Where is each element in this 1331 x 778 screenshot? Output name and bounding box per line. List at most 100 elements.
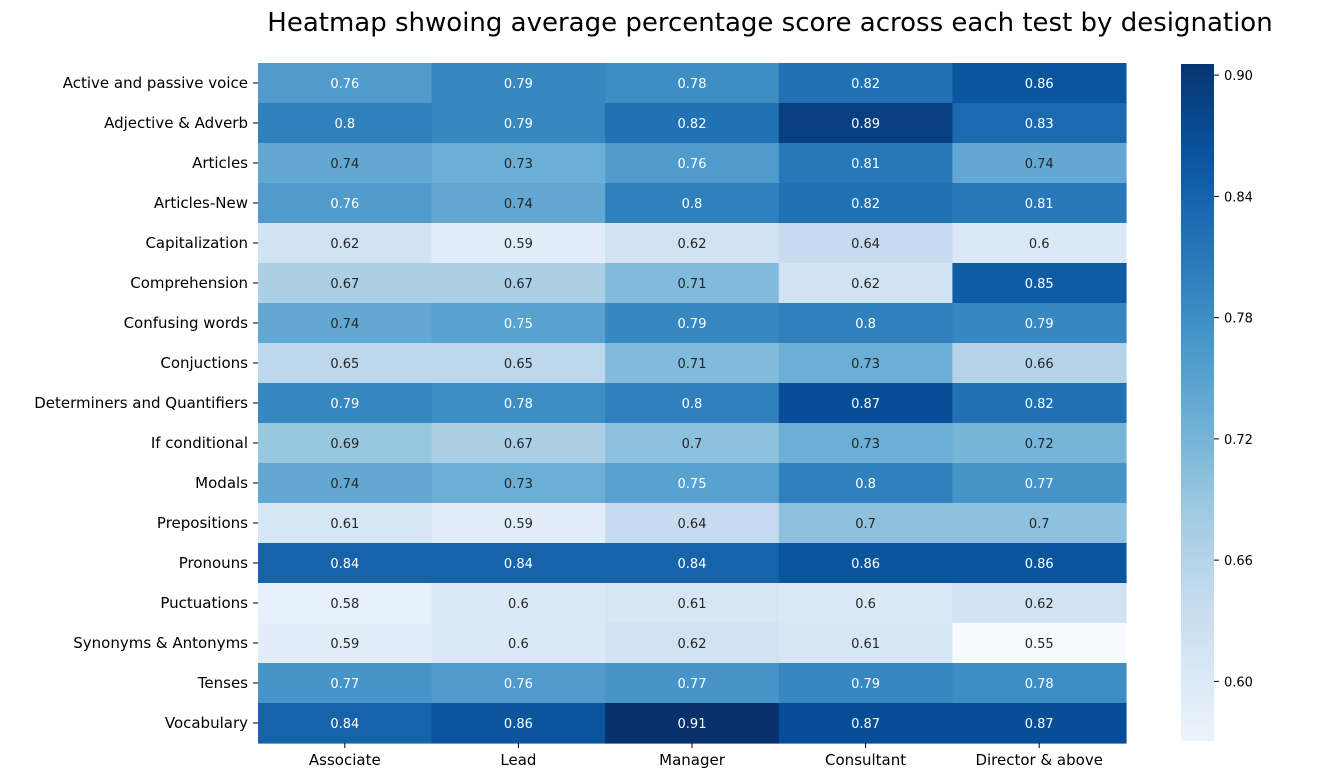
heatmap-cell	[605, 143, 780, 184]
cell-value-label: 0.87	[851, 717, 880, 732]
cell-value-label: 0.86	[851, 557, 880, 572]
heatmap-cell	[431, 503, 606, 544]
cell-value-label: 0.64	[851, 237, 880, 252]
heatmap-cell	[778, 423, 953, 464]
heatmap-cell	[258, 463, 433, 504]
heatmap-cell	[605, 503, 780, 544]
heatmap-cell	[605, 543, 780, 584]
heatmap-cell	[431, 703, 606, 744]
cell-value-label: 0.89	[851, 117, 880, 132]
heatmap-cell	[258, 543, 433, 584]
y-tick-label: Puctuations	[160, 594, 248, 612]
cell-value-label: 0.74	[330, 317, 359, 332]
colorbar-tick-label: 0.72	[1224, 433, 1253, 448]
heatmap-cells: 0.76 0.79 0.78 0.82 0.86 0.8 0.79 0.82 0.89 0.83 0…	[258, 63, 1127, 744]
heatmap-cell	[952, 183, 1127, 224]
cell-value-label: 0.75	[678, 477, 707, 492]
heatmap-cell	[952, 663, 1127, 704]
heatmap-cell	[605, 103, 780, 144]
cell-value-label: 0.7	[855, 517, 876, 532]
cell-value-label: 0.79	[851, 677, 880, 692]
heatmap-cell	[258, 183, 433, 224]
heatmap-cell	[778, 303, 953, 344]
heatmap-cell	[952, 423, 1127, 464]
heatmap-cell	[605, 383, 780, 424]
cell-value-label: 0.73	[851, 437, 880, 452]
cell-value-label: 0.6	[855, 597, 876, 612]
cell-value-label: 0.84	[330, 717, 359, 732]
x-tick-label: Consultant	[825, 751, 906, 769]
y-tick-label: Tenses	[197, 674, 248, 692]
heatmap-cell	[952, 263, 1127, 304]
cell-value-label: 0.74	[504, 197, 533, 212]
heatmap-cell	[952, 583, 1127, 624]
heatmap-cell	[431, 663, 606, 704]
heatmap-cell	[431, 303, 606, 344]
cell-value-label: 0.58	[330, 597, 359, 612]
cell-value-label: 0.77	[1025, 477, 1054, 492]
cell-value-label: 0.71	[678, 357, 707, 372]
heatmap-cell	[778, 143, 953, 184]
cell-value-label: 0.79	[504, 77, 533, 92]
cell-value-label: 0.82	[1025, 397, 1054, 412]
cell-value-label: 0.83	[1025, 117, 1054, 132]
heatmap-cell	[431, 223, 606, 264]
heatmap-cell	[952, 103, 1127, 144]
heatmap-cell	[605, 63, 780, 104]
cell-value-label: 0.76	[330, 77, 359, 92]
heatmap-cell	[605, 623, 780, 664]
cell-value-label: 0.78	[1025, 677, 1054, 692]
heatmap-cell	[952, 303, 1127, 344]
heatmap-cell	[431, 143, 606, 184]
cell-value-label: 0.91	[678, 717, 707, 732]
y-tick-label: If conditional	[151, 434, 248, 452]
heatmap-cell	[431, 343, 606, 384]
cell-value-label: 0.84	[678, 557, 707, 572]
heatmap-cell	[605, 703, 780, 744]
y-tick-label: Confusing words	[124, 314, 249, 332]
cell-value-label: 0.62	[678, 237, 707, 252]
cell-value-label: 0.82	[851, 77, 880, 92]
cell-value-label: 0.78	[678, 77, 707, 92]
cell-value-label: 0.71	[678, 277, 707, 292]
heatmap-cell	[431, 623, 606, 664]
heatmap-cell	[778, 463, 953, 504]
heatmap-cell	[605, 583, 780, 624]
y-tick-label: Prepositions	[157, 514, 248, 532]
heatmap-cell	[431, 463, 606, 504]
heatmap-cell	[605, 423, 780, 464]
heatmap-cell	[952, 623, 1127, 664]
heatmap-cell	[258, 103, 433, 144]
cell-value-label: 0.6	[508, 597, 529, 612]
cell-value-label: 0.8	[855, 477, 876, 492]
cell-value-label: 0.8	[855, 317, 876, 332]
y-tick-label: Modals	[195, 474, 248, 492]
heatmap-cell	[778, 703, 953, 744]
cell-value-label: 0.62	[851, 277, 880, 292]
heatmap-cell	[258, 703, 433, 744]
heatmap-cell	[258, 223, 433, 264]
y-tick-label: Articles-New	[154, 194, 248, 212]
cell-value-label: 0.67	[330, 277, 359, 292]
heatmap-cell	[778, 383, 953, 424]
cell-value-label: 0.86	[1025, 77, 1054, 92]
heatmap-cell	[258, 663, 433, 704]
cell-value-label: 0.8	[682, 397, 703, 412]
y-tick-label: Active and passive voice	[63, 74, 248, 92]
cell-value-label: 0.84	[330, 557, 359, 572]
heatmap-cell	[778, 343, 953, 384]
cell-value-label: 0.76	[330, 197, 359, 212]
heatmap-cell	[431, 103, 606, 144]
heatmap-cell	[605, 463, 780, 504]
y-tick-label: Articles	[192, 154, 248, 172]
heatmap-cell	[778, 103, 953, 144]
heatmap-cell	[778, 183, 953, 224]
heatmap-cell	[605, 303, 780, 344]
cell-value-label: 0.65	[330, 357, 359, 372]
cell-value-label: 0.73	[851, 357, 880, 372]
heatmap-cell	[778, 583, 953, 624]
cell-value-label: 0.79	[678, 317, 707, 332]
cell-value-label: 0.67	[504, 437, 533, 452]
heatmap-cell	[605, 663, 780, 704]
heatmap-cell	[258, 303, 433, 344]
